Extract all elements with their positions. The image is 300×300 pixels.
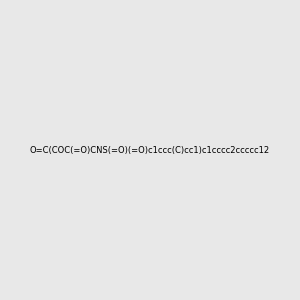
Text: O=C(COC(=O)CNS(=O)(=O)c1ccc(C)cc1)c1cccc2ccccc12: O=C(COC(=O)CNS(=O)(=O)c1ccc(C)cc1)c1cccc… — [30, 146, 270, 154]
